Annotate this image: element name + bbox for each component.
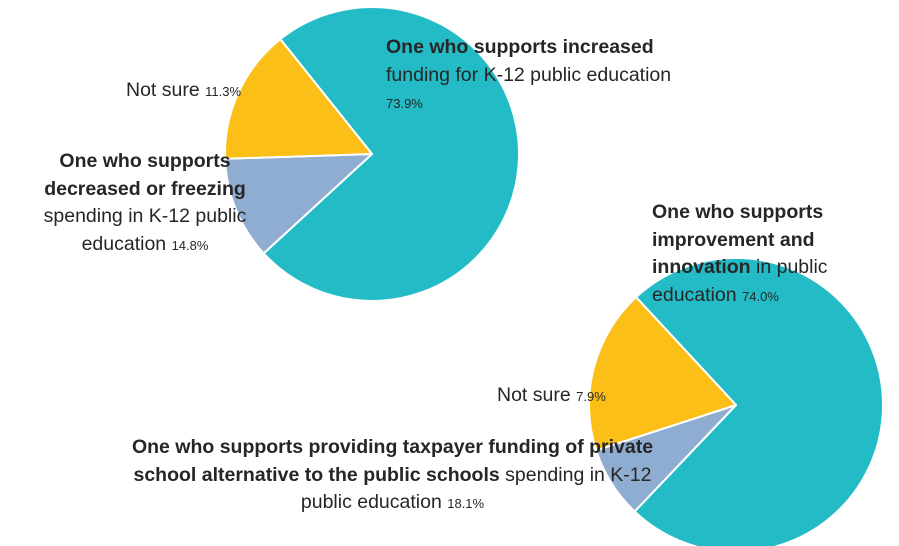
slice-label-decreased-freezing: One who supports decreased or freezing s… <box>43 150 247 256</box>
slice-label-taxpayer-funding: One who supports providing taxpayer fund… <box>131 436 654 514</box>
slice-value: 7.9% <box>576 389 606 404</box>
slice-increased-funding <box>262 6 520 302</box>
slice-taxpayer-funding <box>588 296 737 452</box>
slice-not-sure <box>224 153 373 255</box>
slice-label-increased-funding: One who supports increased funding for K… <box>386 36 672 112</box>
slice-label-not-sure-2: Not sure 7.9% <box>497 384 606 406</box>
pie-chart-2 <box>588 256 884 546</box>
pie-chart-1 <box>224 6 520 302</box>
slice-label-improvement-innovation: One who supports improvement and innovat… <box>652 201 828 307</box>
slice-decreased-freezing <box>224 38 373 160</box>
slice-value: 73.9% <box>386 96 423 112</box>
slice-value: 18.1% <box>447 496 485 512</box>
slice-improvement-innovation <box>633 256 884 546</box>
slice-label-not-sure: Not sure 11.3% <box>126 79 242 101</box>
slice-value: 14.8% <box>171 238 209 254</box>
slice-value: 11.3% <box>205 84 242 99</box>
slice-value: 74.0% <box>742 289 779 305</box>
